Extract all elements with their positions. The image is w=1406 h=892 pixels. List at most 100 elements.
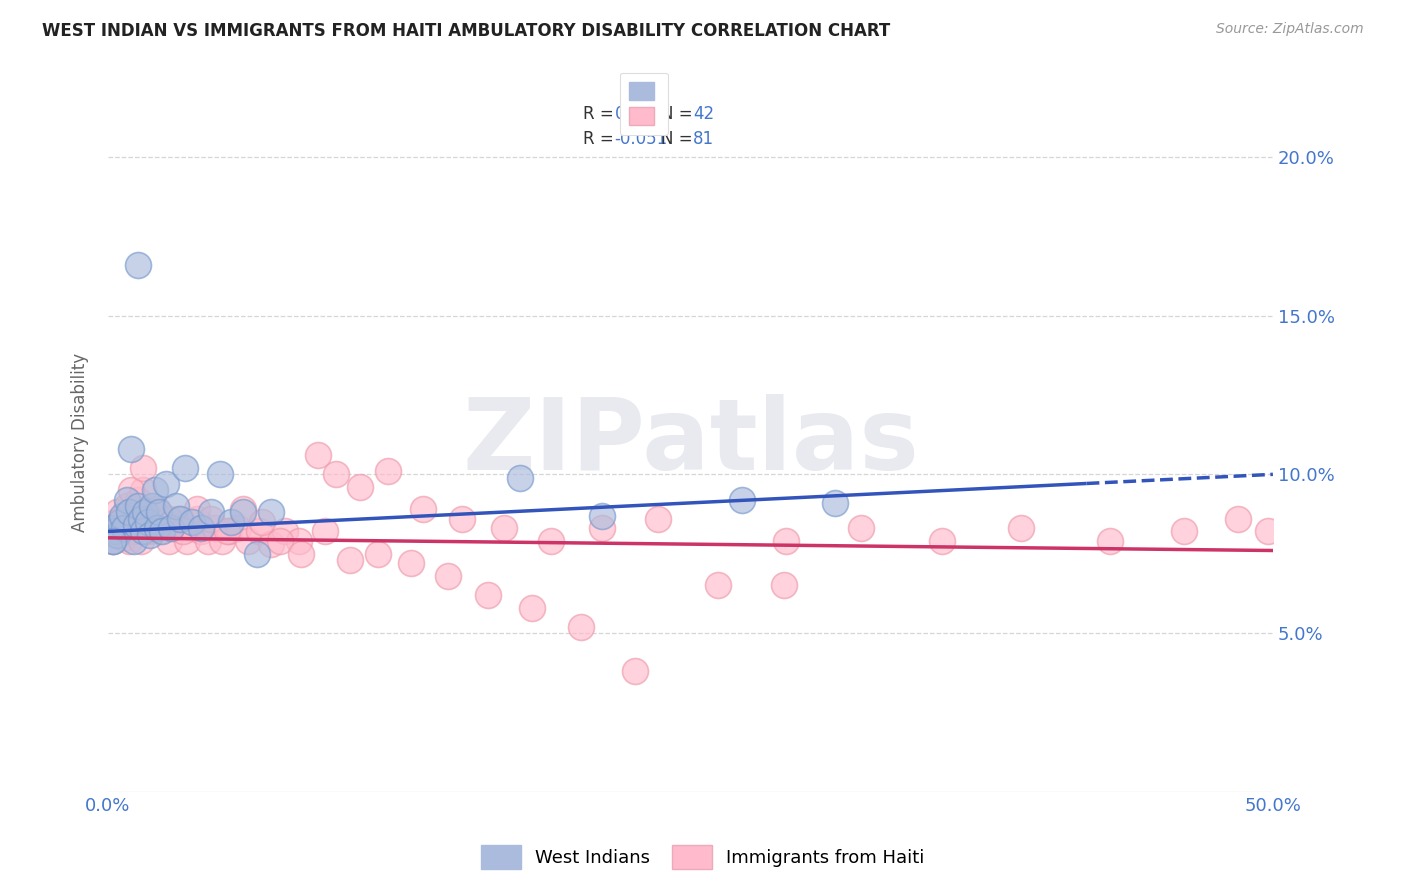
Point — [1257, 524, 1279, 539]
Point — [136, 515, 159, 529]
Point — [236, 533, 259, 548]
Legend: , : , — [620, 72, 668, 135]
Point — [1010, 521, 1032, 535]
Point — [134, 505, 156, 519]
Point — [246, 547, 269, 561]
Point — [204, 521, 226, 535]
Point — [451, 512, 474, 526]
Text: Source: ZipAtlas.com: Source: ZipAtlas.com — [1216, 22, 1364, 37]
Point — [101, 533, 124, 548]
Point — [112, 521, 135, 535]
Point — [134, 505, 156, 519]
Point — [139, 527, 162, 541]
Point — [520, 600, 543, 615]
Point — [141, 499, 163, 513]
Point — [127, 492, 149, 507]
Point — [101, 533, 124, 548]
Point — [104, 524, 127, 539]
Point — [232, 505, 254, 519]
Point — [127, 258, 149, 272]
Point — [307, 448, 329, 462]
Point — [314, 524, 336, 539]
Point — [190, 521, 212, 535]
Point — [269, 533, 291, 548]
Point — [509, 470, 531, 484]
Point — [274, 524, 297, 539]
Point — [167, 512, 190, 526]
Point — [98, 524, 121, 539]
Point — [105, 527, 128, 541]
Point — [288, 533, 311, 548]
Point — [139, 512, 162, 526]
Point — [1098, 533, 1121, 548]
Point — [190, 524, 212, 539]
Point — [290, 547, 312, 561]
Point — [775, 533, 797, 548]
Point — [98, 521, 121, 535]
Point — [208, 467, 231, 482]
Point — [122, 524, 145, 539]
Point — [228, 521, 250, 535]
Point — [125, 512, 148, 526]
Point — [172, 524, 194, 539]
Point — [153, 515, 176, 529]
Point — [157, 533, 180, 548]
Text: 0.126: 0.126 — [614, 105, 662, 123]
Point — [112, 531, 135, 545]
Point — [569, 620, 592, 634]
Point — [591, 521, 613, 535]
Point — [349, 480, 371, 494]
Point — [120, 518, 142, 533]
Point — [1173, 524, 1195, 539]
Text: N =: N = — [661, 130, 699, 148]
Point — [120, 483, 142, 498]
Point — [197, 533, 219, 548]
Point — [218, 524, 240, 539]
Point — [132, 483, 155, 498]
Point — [127, 499, 149, 513]
Point — [136, 524, 159, 539]
Point — [623, 664, 645, 678]
Point — [824, 496, 846, 510]
Point — [120, 442, 142, 456]
Point — [108, 515, 131, 529]
Text: -0.051: -0.051 — [614, 130, 668, 148]
Point — [132, 524, 155, 539]
Point — [143, 483, 166, 498]
Point — [118, 533, 141, 548]
Point — [129, 512, 152, 526]
Point — [157, 512, 180, 526]
Point — [399, 556, 422, 570]
Point — [180, 521, 202, 535]
Text: R =: R = — [583, 130, 619, 148]
Text: N =: N = — [661, 105, 699, 123]
Point — [494, 521, 516, 535]
Point — [477, 588, 499, 602]
Point — [148, 505, 170, 519]
Point — [221, 515, 243, 529]
Point — [931, 533, 953, 548]
Point — [176, 533, 198, 548]
Point — [105, 505, 128, 519]
Point — [162, 521, 184, 535]
Point — [200, 512, 222, 526]
Text: ZIPatlas: ZIPatlas — [463, 394, 920, 491]
Point — [367, 547, 389, 561]
Legend: West Indians, Immigrants from Haiti: West Indians, Immigrants from Haiti — [474, 838, 932, 876]
Point — [1226, 512, 1249, 526]
Point — [250, 515, 273, 529]
Text: 81: 81 — [693, 130, 714, 148]
Point — [591, 508, 613, 523]
Point — [260, 537, 283, 551]
Point — [111, 508, 134, 523]
Point — [146, 521, 169, 535]
Point — [186, 502, 208, 516]
Point — [165, 499, 187, 513]
Point — [122, 533, 145, 548]
Point — [129, 533, 152, 548]
Point — [160, 521, 183, 535]
Point — [412, 502, 434, 516]
Point — [325, 467, 347, 482]
Point — [339, 553, 361, 567]
Point — [132, 461, 155, 475]
